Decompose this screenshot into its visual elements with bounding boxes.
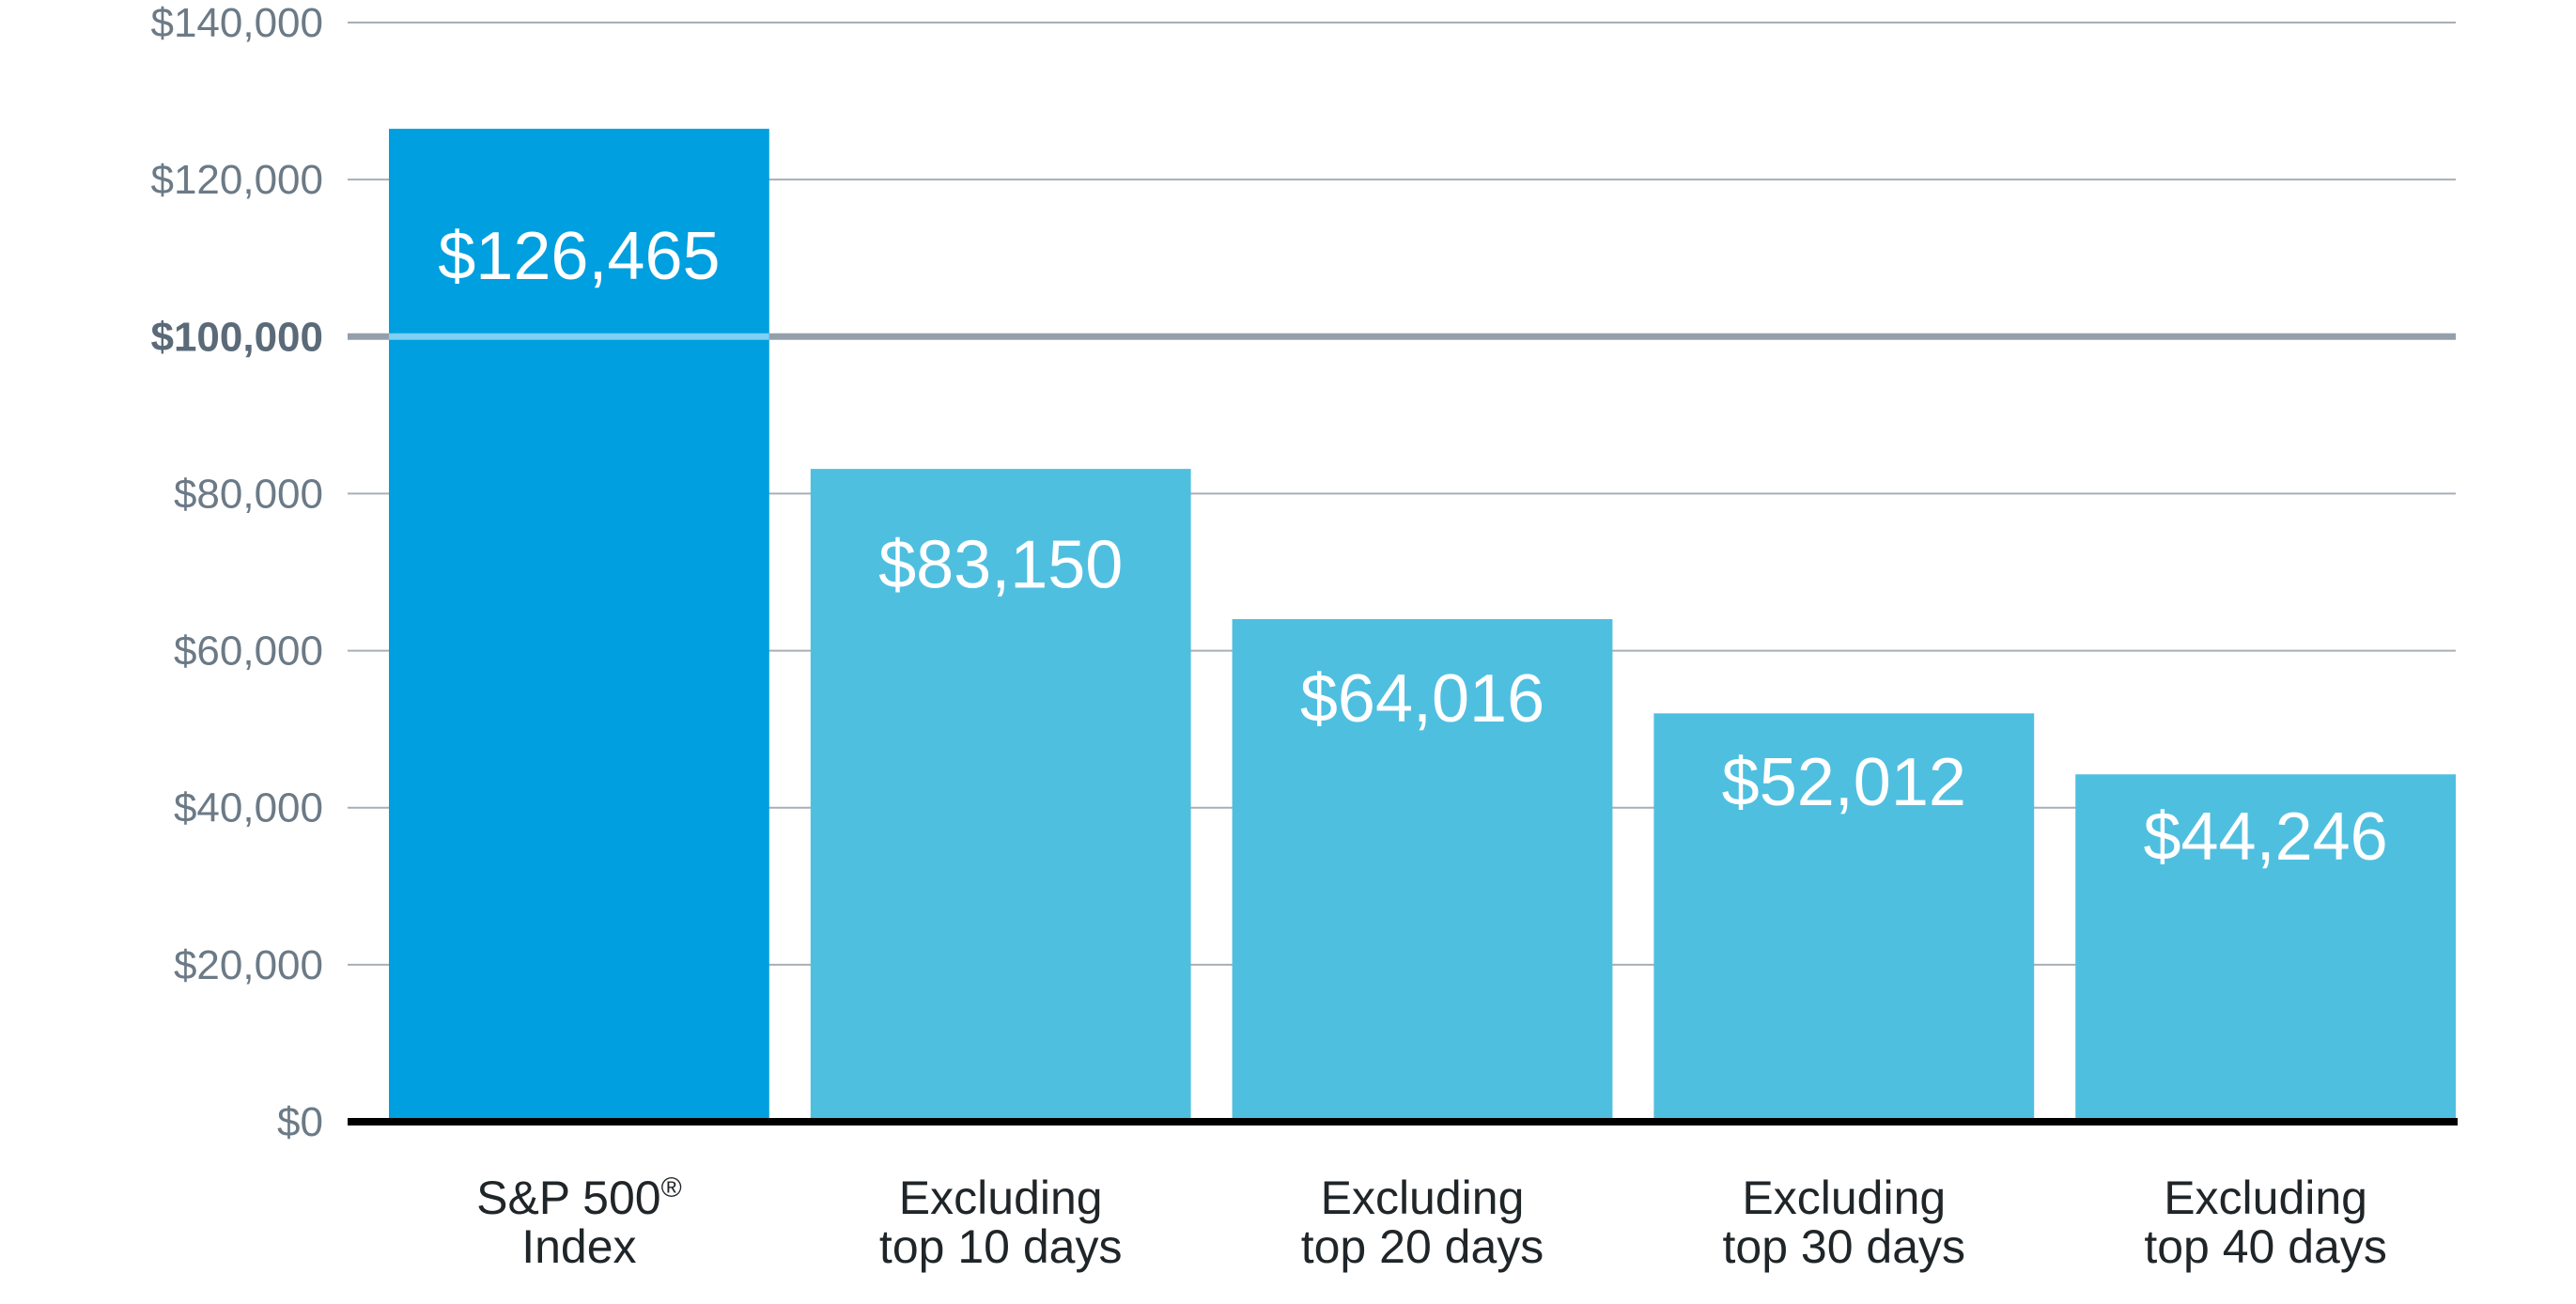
bar-value-labels: $126,465 $83,150 $64,016 $52,012 $44,246	[438, 219, 2387, 875]
bar	[2075, 774, 2456, 1122]
bar	[1653, 713, 2035, 1122]
category-label-line2: top 10 days	[879, 1220, 1123, 1273]
y-tick-label: $60,000	[174, 629, 323, 675]
y-tick-label: $80,000	[174, 471, 323, 517]
y-axis: $0 $20,000 $40,000 $60,000 $80,000 $100,000 $1…	[150, 0, 2458, 1145]
category-label-line2: top 20 days	[1301, 1220, 1544, 1273]
category-label-line1: Excluding	[899, 1172, 1103, 1224]
category-label-line1: Excluding	[1321, 1172, 1525, 1224]
bar	[810, 469, 1191, 1122]
category-label-line2: top 40 days	[2144, 1220, 2387, 1273]
y-tick-label: $40,000	[174, 785, 323, 831]
bar	[1232, 619, 1613, 1122]
category-label-line2: top 30 days	[1723, 1220, 1966, 1273]
y-tick-label: $140,000	[150, 0, 323, 46]
category-label-line2: Index	[521, 1220, 636, 1273]
category-label-line1: S&P 500®	[476, 1172, 682, 1224]
bar-value-label: $126,465	[438, 219, 720, 294]
bar-value-label: $44,246	[2143, 799, 2387, 875]
bars	[389, 129, 2456, 1123]
bar	[389, 129, 769, 1123]
y-tick-label: $100,000	[150, 314, 323, 360]
bar-value-label: $64,016	[1300, 661, 1544, 737]
y-tick-label: $120,000	[150, 157, 323, 203]
bar-value-label: $83,150	[878, 528, 1123, 603]
category-label-line1: Excluding	[2164, 1172, 2367, 1224]
y-tick-label: $0	[277, 1099, 323, 1145]
bar-value-label: $52,012	[1722, 745, 1966, 820]
category-label-line1: Excluding	[1742, 1172, 1946, 1224]
y-tick-label: $20,000	[174, 942, 323, 988]
